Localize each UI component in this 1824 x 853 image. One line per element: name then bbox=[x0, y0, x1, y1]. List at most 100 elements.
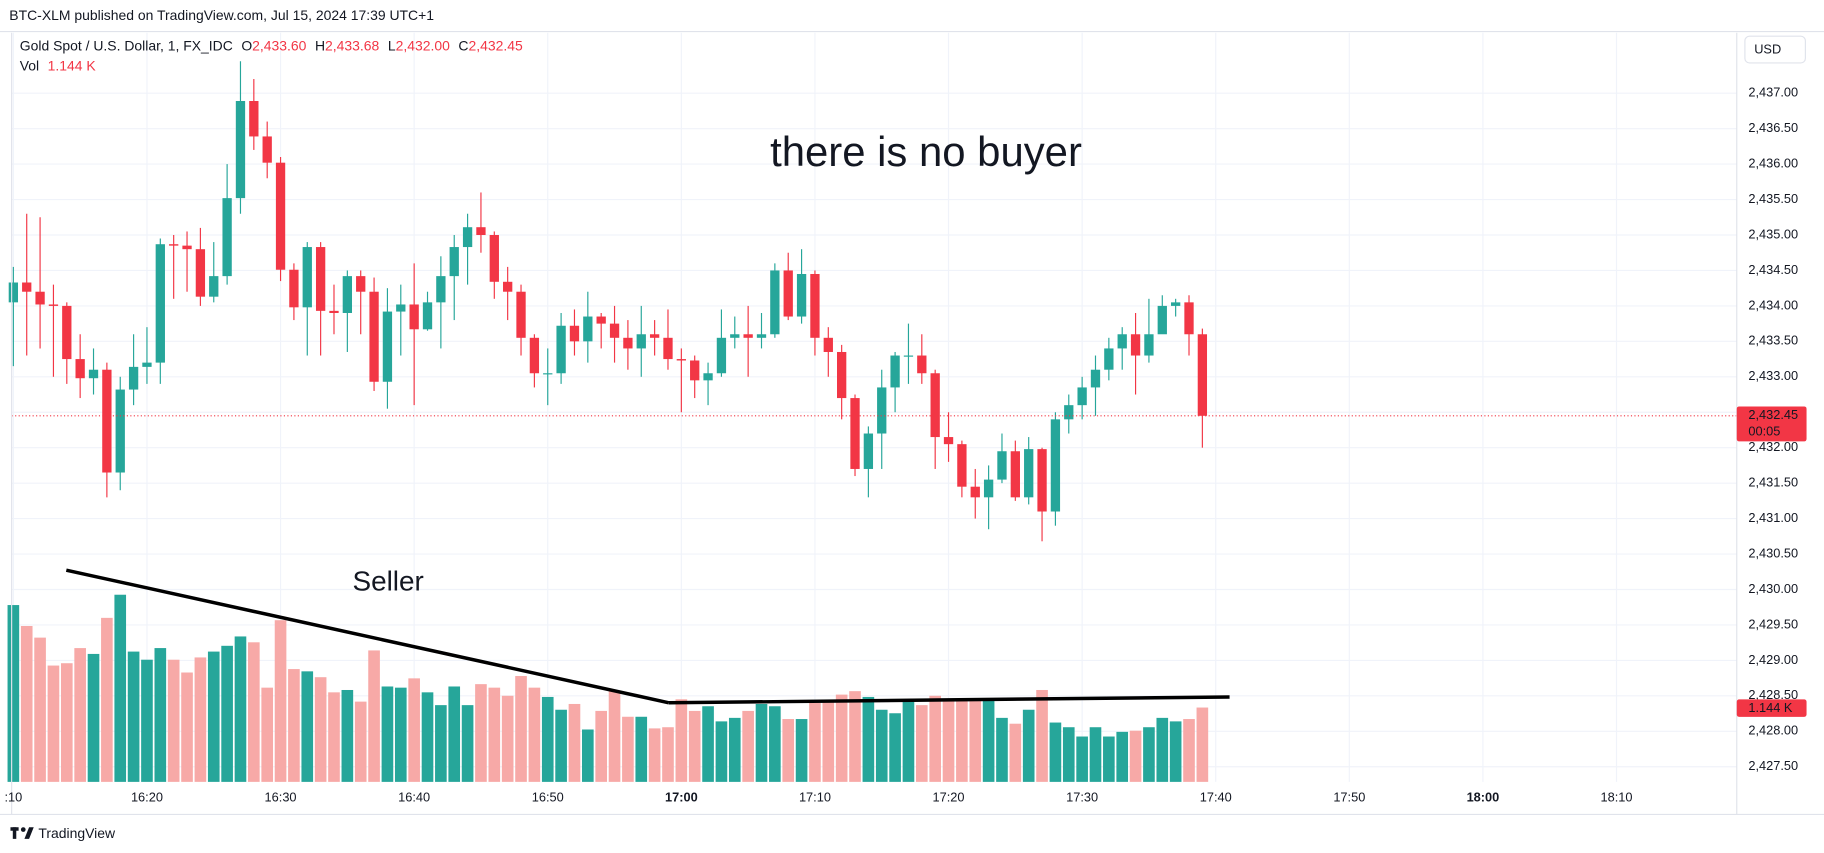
candle-body bbox=[22, 282, 32, 292]
candle-body bbox=[850, 398, 860, 469]
symbol-title: Gold Spot / U.S. Dollar, 1, FX_IDC bbox=[20, 37, 233, 53]
candle-body bbox=[195, 249, 206, 297]
candle-body bbox=[516, 291, 526, 338]
volume-bar bbox=[635, 716, 648, 782]
x-tick-label: 17:50 bbox=[1333, 790, 1365, 805]
candle-body bbox=[609, 323, 620, 338]
volume-bar bbox=[648, 728, 661, 782]
y-tick-label: 2,436.00 bbox=[1748, 155, 1798, 170]
volume-bar bbox=[301, 671, 314, 782]
volume-bar bbox=[702, 706, 714, 782]
candle-body bbox=[235, 100, 246, 199]
x-tick-label: 17:40 bbox=[1200, 790, 1232, 805]
candle-body bbox=[863, 433, 874, 469]
candle-body bbox=[716, 337, 727, 374]
x-tick-label: 16:30 bbox=[265, 790, 297, 805]
volume-bar bbox=[87, 653, 100, 782]
ohlc-label: L bbox=[388, 37, 396, 53]
legend-volume: Vol 1.144 K bbox=[20, 57, 97, 73]
volume-bar bbox=[769, 706, 781, 782]
currency-button[interactable] bbox=[1744, 35, 1806, 64]
volume-bar bbox=[1143, 727, 1155, 782]
y-tick-label: 2,430.00 bbox=[1748, 581, 1798, 596]
candle-body bbox=[796, 273, 807, 317]
volume-bar bbox=[902, 701, 915, 782]
candle-body bbox=[837, 351, 847, 399]
volume-bar bbox=[1169, 721, 1182, 782]
candle-body bbox=[182, 245, 192, 250]
y-tick-label: 2,437.00 bbox=[1748, 85, 1798, 100]
volume-bar bbox=[421, 692, 434, 782]
candle-body bbox=[743, 334, 753, 338]
volume-bar bbox=[47, 665, 60, 782]
candle-body bbox=[1170, 302, 1181, 306]
volume-bar bbox=[60, 663, 73, 782]
volume-bar bbox=[1196, 707, 1209, 782]
candle-body bbox=[262, 136, 272, 163]
volume-bar bbox=[1049, 722, 1062, 782]
volume-bar bbox=[942, 700, 955, 782]
last-price-label: 2,432.45 bbox=[1748, 407, 1798, 422]
y-tick-label: 2,436.50 bbox=[1748, 120, 1798, 135]
volume-bar bbox=[1009, 723, 1022, 782]
volume-bar bbox=[929, 695, 941, 782]
currency[interactable]: USD bbox=[1754, 42, 1781, 57]
candle-body bbox=[422, 302, 433, 330]
candle-body bbox=[636, 334, 646, 349]
volume-bar bbox=[1116, 731, 1129, 782]
y-tick-label: 2,429.00 bbox=[1748, 652, 1798, 667]
candle-body bbox=[583, 316, 593, 342]
volume-bar bbox=[394, 687, 407, 782]
volume-pane bbox=[7, 594, 1209, 782]
volume-bar bbox=[274, 620, 287, 782]
candle-body bbox=[810, 273, 820, 338]
volume-bar bbox=[181, 672, 193, 782]
candle-body bbox=[369, 291, 379, 382]
volume-bar bbox=[167, 659, 180, 782]
volume-bar bbox=[448, 686, 461, 782]
volume-label: Vol bbox=[20, 57, 39, 73]
ohlc-value: 2,432.00 bbox=[396, 37, 451, 53]
x-tick-label: 18:00 bbox=[1467, 790, 1500, 805]
volume-bar bbox=[475, 684, 487, 782]
candle-body bbox=[1197, 334, 1208, 416]
last-volume-box bbox=[1736, 699, 1807, 717]
volume-bar bbox=[221, 645, 233, 782]
candle-body bbox=[155, 244, 165, 363]
candle-body bbox=[142, 362, 152, 367]
volume-bar bbox=[541, 696, 554, 782]
x-tick-label: :10 bbox=[4, 790, 22, 805]
candle-body bbox=[35, 291, 45, 305]
annotation: there is no buyer bbox=[770, 128, 1082, 175]
y-tick-label: 2,435.50 bbox=[1748, 191, 1798, 206]
volume-bar bbox=[1156, 717, 1169, 782]
volume-bar bbox=[662, 727, 674, 782]
candle-body bbox=[329, 310, 339, 313]
last-price-box bbox=[1736, 406, 1807, 442]
candle-body bbox=[315, 247, 326, 311]
x-tick-label: 17:00 bbox=[665, 790, 698, 805]
ohlc-label: O bbox=[241, 37, 252, 53]
candle-body bbox=[102, 369, 112, 473]
candle-body bbox=[917, 355, 927, 374]
candle-body bbox=[703, 373, 713, 381]
volume-bar bbox=[488, 687, 501, 782]
y-tick-label: 2,434.50 bbox=[1748, 262, 1798, 277]
volume-bar bbox=[582, 729, 594, 782]
volume-bar bbox=[435, 705, 447, 782]
candle-body bbox=[1077, 387, 1087, 406]
candles bbox=[8, 61, 1737, 542]
volume-bar bbox=[341, 689, 354, 782]
logo-part bbox=[24, 827, 34, 839]
candle-body bbox=[476, 227, 486, 235]
candle-body bbox=[275, 162, 286, 270]
candle-body bbox=[1157, 305, 1167, 335]
y-tick-label: 2,431.00 bbox=[1748, 510, 1798, 525]
candle-body bbox=[503, 281, 513, 292]
volume-bar bbox=[795, 719, 808, 782]
volume-bar bbox=[141, 659, 153, 782]
volume-bar bbox=[675, 699, 688, 782]
volume-bar bbox=[809, 702, 821, 782]
candle-body bbox=[997, 451, 1007, 480]
volume-bar bbox=[1036, 689, 1048, 782]
